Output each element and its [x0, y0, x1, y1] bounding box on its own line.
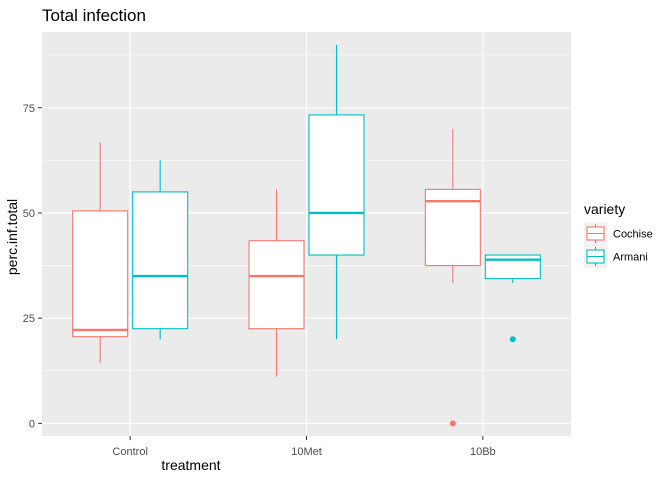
x-axis-ticks: Control 10Met 10Bb: [112, 436, 496, 458]
legend: variety Cochise Armani: [584, 201, 653, 268]
legend-label: Armani: [613, 252, 648, 264]
box-cochise-10met: [248, 189, 305, 377]
chart-title: Total infection: [42, 6, 146, 25]
outlier-point: [449, 420, 456, 427]
legend-item-cochise: Cochise: [584, 222, 653, 245]
box-iqr: [72, 210, 129, 338]
box-layer: [72, 44, 541, 427]
y-tick-label: 25: [23, 313, 35, 325]
y-tick-label: 0: [29, 418, 35, 430]
box-iqr: [484, 254, 541, 280]
major-gridlines: [42, 32, 571, 436]
x-tick-label: 10Bb: [470, 446, 496, 458]
y-tick-label: 75: [23, 103, 35, 115]
y-axis-ticks: 0 25 50 75: [23, 103, 42, 430]
x-axis-title: treatment: [161, 457, 220, 473]
y-tick-label: 50: [23, 208, 35, 220]
box-iqr: [132, 191, 189, 330]
outlier-point: [509, 336, 516, 343]
box-iqr: [248, 240, 305, 330]
y-axis-title: perc.inf.total: [4, 199, 20, 275]
box-cochise-control: [72, 142, 129, 364]
box-armani-control: [132, 160, 189, 340]
x-tick-label: 10Met: [291, 446, 322, 458]
x-tick-label: Control: [112, 446, 147, 458]
box-cochise-10bb: [424, 128, 481, 427]
legend-title: variety: [584, 201, 625, 217]
box-iqr: [308, 114, 365, 256]
legend-label: Cochise: [613, 229, 653, 241]
box-armani-10met: [308, 44, 365, 340]
legend-item-armani: Armani: [584, 245, 648, 268]
box-armani-10bb: [484, 254, 541, 343]
